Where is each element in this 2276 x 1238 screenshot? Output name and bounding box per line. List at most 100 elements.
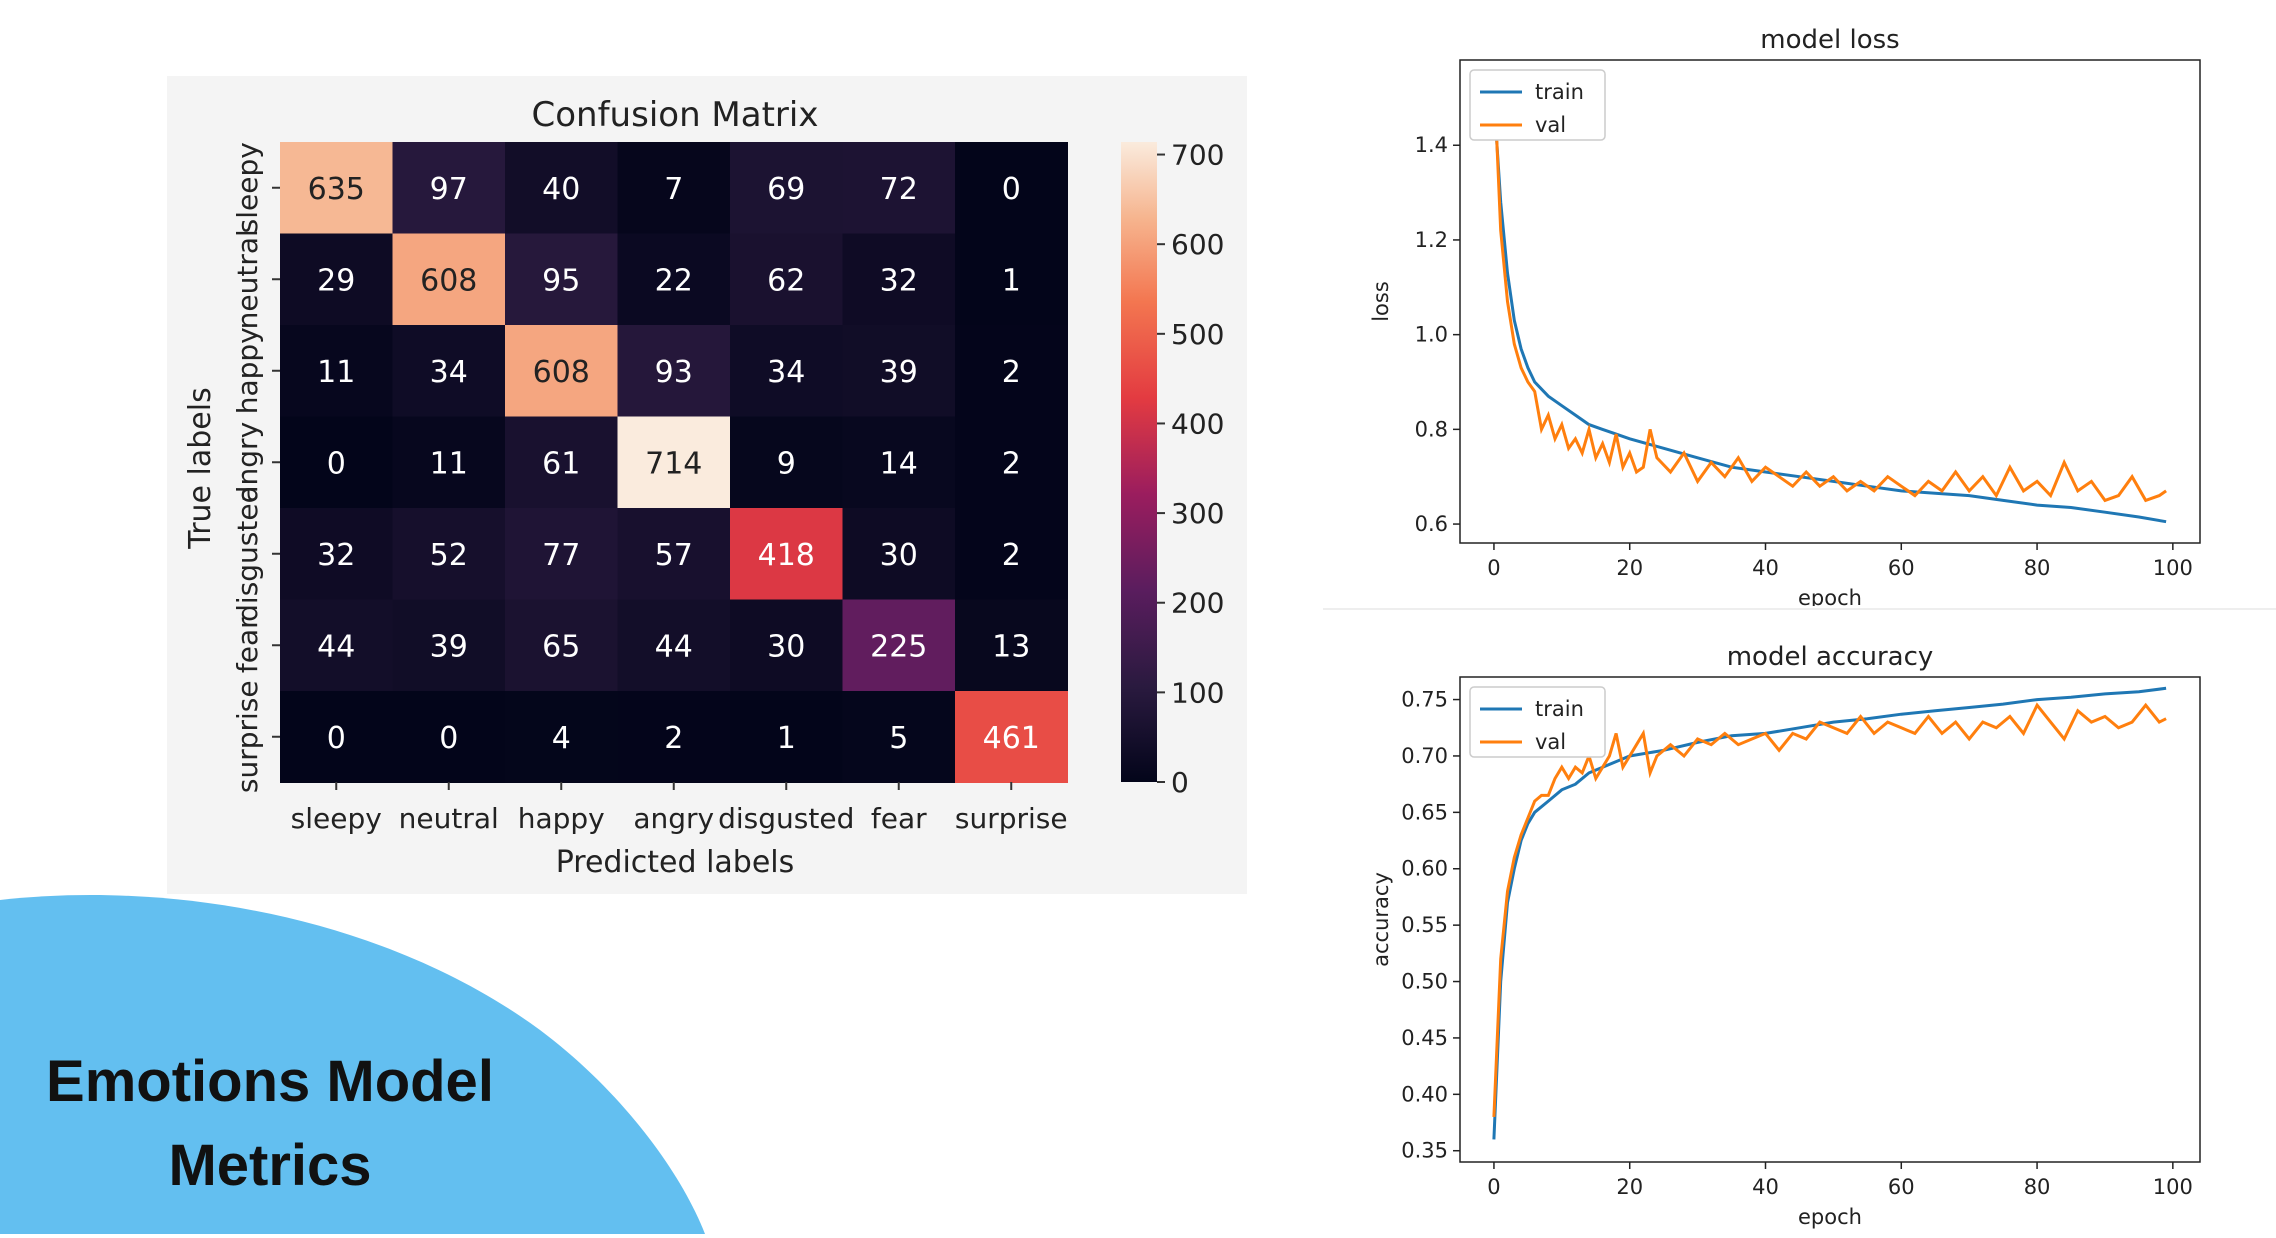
heatmap-cell-value: 2 — [1002, 446, 1021, 481]
heatmap-cell-value: 52 — [430, 538, 468, 573]
colorbar-tick-label: 600 — [1171, 228, 1224, 261]
heatmap-cell — [392, 508, 506, 600]
accuracy-chart: model accuracy 0 20 40 60 80 100 0.35 0.40 0.45 0.… — [1369, 642, 2201, 1229]
x-tick-label: 20 — [1616, 556, 1643, 580]
slide-title-line1: Emotions Model — [46, 1049, 494, 1114]
y-axis-label: True labels — [183, 387, 218, 549]
heatmap-cell — [617, 691, 731, 783]
heatmap-cell-value: 608 — [533, 355, 590, 390]
heatmap-cell-value: 1 — [777, 721, 796, 756]
heatmap-cell-value: 97 — [430, 172, 468, 207]
legend-label: val — [1535, 113, 1566, 137]
heatmap-cell-value: 7 — [664, 172, 683, 207]
heatmap-cell-value: 2 — [1002, 355, 1021, 390]
heatmap-cell — [280, 691, 393, 783]
heatmap-cell-value: 32 — [880, 263, 918, 298]
heatmap-cell — [955, 691, 1068, 783]
heatmap-cell — [730, 599, 843, 692]
heatmap-cell-value: 32 — [317, 538, 355, 573]
legend-box — [1469, 69, 1606, 141]
legend-label: train — [1535, 697, 1584, 721]
x-tick-label: 20 — [1616, 1175, 1643, 1199]
y-tick-label: neutral — [231, 229, 264, 329]
heatmap-cell — [280, 142, 393, 234]
heatmap-cell-value: 635 — [308, 172, 365, 207]
y-tick-label: fear — [231, 617, 264, 673]
y-tick-label: 1.4 — [1415, 133, 1448, 157]
heatmap-cell-value: 29 — [317, 263, 355, 298]
confusion-matrix-panel: Confusion Matrix 635 97 40 7 69 72 0 29 608 95 22 6… — [167, 76, 1247, 894]
x-axis-label: epoch — [1798, 1205, 1862, 1229]
heatmap-cell-value: 44 — [655, 629, 693, 664]
y-tick-label: 0.35 — [1401, 1139, 1448, 1163]
plot-title: model loss — [1760, 25, 1899, 55]
heatmap-cell-value: 714 — [645, 446, 702, 481]
heatmap-cell-value: 39 — [430, 629, 468, 664]
x-tick-label: neutral — [399, 802, 499, 835]
heatmap-cell-value: 0 — [439, 721, 458, 756]
heatmap-cell — [392, 691, 506, 783]
heatmap-cell — [392, 325, 506, 417]
heatmap-cell-value: 461 — [983, 721, 1040, 756]
x-tick-label: 40 — [1752, 556, 1779, 580]
x-tick-label: surprise — [955, 802, 1068, 835]
heatmap-cell — [842, 508, 956, 600]
heatmap-cell — [392, 416, 506, 509]
y-tick-label: 0.55 — [1401, 913, 1448, 937]
legend: train val — [1469, 69, 1606, 141]
y-tick-label: 0.45 — [1401, 1026, 1448, 1050]
heatmap-cell-value: 95 — [542, 263, 580, 298]
legend-label: train — [1535, 80, 1584, 104]
series-line-val — [1492, 702, 2167, 1117]
heatmap-cell — [955, 325, 1068, 417]
y-tick-label: 0.6 — [1415, 512, 1448, 536]
heatmap-cell — [505, 233, 618, 326]
colorbar-tick-label: 500 — [1171, 318, 1224, 351]
y-tick-label: sleepy — [231, 142, 264, 233]
x-tick-label: 40 — [1752, 1175, 1779, 1199]
heatmap-cell — [280, 233, 393, 326]
heatmap-cell-value: 39 — [880, 355, 918, 390]
x-axis-label: Predicted labels — [556, 845, 795, 880]
heatmap-cell-value: 34 — [430, 355, 468, 390]
heatmap-cell — [842, 233, 956, 326]
confusion-matrix-chart: Confusion Matrix 635 97 40 7 69 72 029 608 95 22 6… — [183, 95, 1224, 880]
heatmap-cell — [617, 233, 731, 326]
heatmap-cell — [280, 508, 393, 600]
heatmap-cell-value: 0 — [327, 721, 346, 756]
heatmap-cell-value: 44 — [317, 629, 355, 664]
x-axis-label: epoch — [1798, 586, 1862, 606]
colorbar-tick-label: 100 — [1171, 676, 1224, 709]
heatmap-cell-value: 5 — [889, 721, 908, 756]
y-tick-label: 0.75 — [1401, 688, 1448, 712]
y-axis-label: accuracy — [1369, 872, 1393, 967]
heatmap-cell — [617, 416, 731, 509]
heatmap-cell — [505, 508, 618, 600]
heatmap-cell-value: 30 — [767, 629, 805, 664]
heatmap-cell-value: 1 — [1002, 263, 1021, 298]
heatmap-cell-value: 93 — [655, 355, 693, 390]
legend-box — [1469, 686, 1606, 758]
heatmap-cell — [617, 599, 731, 692]
heatmap-cell-value: 40 — [542, 172, 580, 207]
slide-title-line2: Metrics — [168, 1133, 372, 1198]
heatmap-cell-value: 72 — [880, 172, 918, 207]
y-tick-label: 0.70 — [1401, 744, 1448, 768]
heatmap-cell-value: 34 — [767, 355, 805, 390]
heatmap-cell — [955, 508, 1068, 600]
heatmap-cell-value: 65 — [542, 629, 580, 664]
heatmap-cell — [392, 599, 506, 692]
colorbar-tick-label: 700 — [1171, 139, 1224, 172]
heatmap-cell — [842, 599, 956, 692]
plot-area — [1459, 676, 2201, 1163]
colorbar-tick-label: 300 — [1171, 497, 1224, 530]
series-line-train — [1492, 686, 2167, 1140]
slide-title: Emotions Model Metrics — [0, 1040, 540, 1208]
heatmap-cell — [280, 599, 393, 692]
heatmap-cell — [505, 599, 618, 692]
y-axis-label: loss — [1369, 281, 1393, 322]
legend-label: val — [1535, 730, 1566, 754]
heatmap-cell-value: 13 — [992, 629, 1030, 664]
heatmap-cell — [730, 691, 843, 783]
